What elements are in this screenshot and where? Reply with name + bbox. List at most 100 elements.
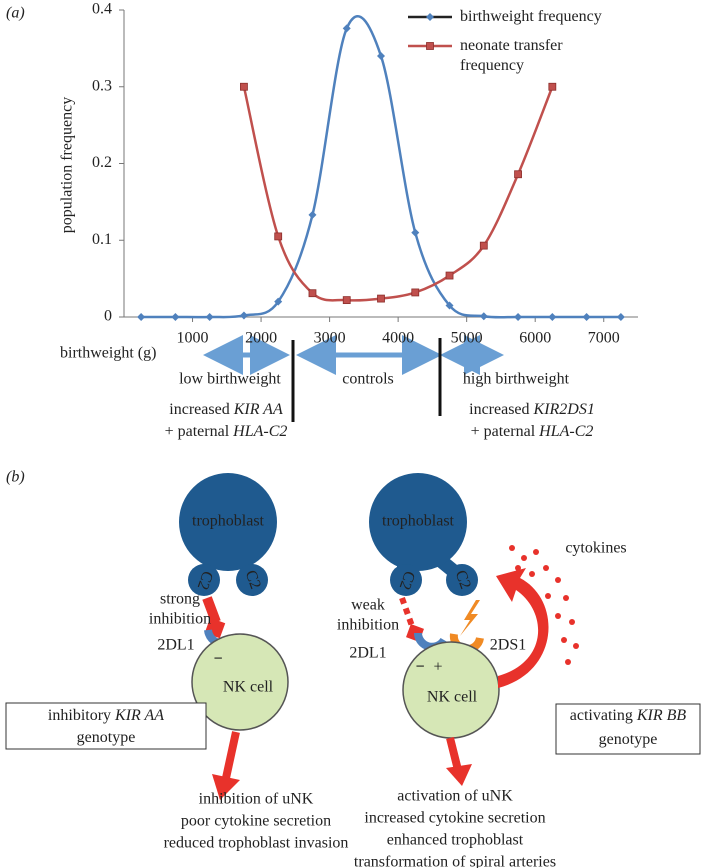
signal-label: inhibition	[149, 611, 211, 628]
outcome-label: inhibition of uNK	[199, 791, 314, 808]
y-tick-label: 0.2	[92, 154, 112, 171]
diagram-label: C2	[452, 568, 474, 591]
point	[582, 313, 591, 321]
series-line	[242, 86, 554, 302]
point	[411, 288, 420, 297]
x-axis-label: birthweight (g)	[60, 345, 156, 362]
diagram-label: 2DS1	[490, 637, 526, 654]
diagram-label: NK cell	[223, 679, 274, 696]
diagram-label: trophoblast	[192, 513, 265, 530]
diagram-label: +	[433, 659, 442, 676]
y-tick-label: 0.4	[92, 1, 112, 18]
diagram-label: NK cell	[427, 689, 478, 706]
point	[616, 313, 625, 321]
point	[479, 312, 488, 321]
outcome-label: activation of uNK	[397, 788, 513, 805]
left-diagram	[5, 473, 289, 800]
x-tick-label: 3000	[314, 330, 346, 347]
annotation: controls	[342, 371, 394, 388]
annotation-note-part: KIR2DS1	[533, 401, 595, 418]
x-tick-label: 6000	[519, 330, 551, 347]
signal-label: inhibition	[337, 617, 399, 634]
genotype-label: activating KIR BB	[570, 707, 687, 724]
y-tick-label: 0.1	[92, 231, 112, 248]
annotation-note-part: KIR AA	[233, 401, 283, 418]
annotation: high birthweight	[463, 371, 570, 388]
diagram-label: 2DL1	[349, 645, 386, 662]
annotation-note-part: HLA-C2	[232, 423, 287, 440]
point	[411, 228, 420, 237]
diagram-label: C2	[242, 568, 264, 591]
point	[514, 313, 523, 321]
genotype-label-part: inhibitory	[48, 707, 115, 724]
genotype-label-part: KIR BB	[636, 707, 687, 724]
outcome-label: transformation of spiral arteries	[354, 854, 556, 868]
outcome-label: reduced trophoblast invasion	[164, 835, 349, 852]
panel-label: (b)	[6, 469, 25, 486]
genotype-label: genotype	[77, 729, 136, 746]
diagram-label: 2DL1	[157, 637, 194, 654]
point	[548, 82, 557, 91]
genotype-label-part: activating	[570, 707, 637, 724]
genotype-label: genotype	[599, 731, 658, 748]
outcome-label: increased cytokine secretion	[364, 810, 545, 827]
diagram-label: −	[415, 659, 424, 676]
point	[308, 210, 317, 219]
point	[239, 311, 248, 320]
point	[240, 82, 248, 91]
diagram-label: C2	[194, 569, 216, 592]
genotype-label: inhibitory KIR AA	[48, 707, 164, 724]
point	[137, 313, 146, 321]
annotation-note-part: + paternal	[471, 423, 540, 440]
point	[308, 289, 317, 298]
annotation-note: increased KIR2DS1	[469, 401, 595, 418]
y-tick-label: 0.3	[92, 77, 112, 94]
annotation-note: + paternal HLA-C2	[165, 423, 288, 440]
point	[548, 313, 557, 321]
outcome-label: enhanced trophoblast	[387, 832, 524, 849]
point	[342, 24, 351, 33]
legend-marker	[426, 42, 434, 50]
x-tick-label: 4000	[382, 330, 414, 347]
diagram-label: −	[213, 651, 222, 668]
diagram-label: cytokines	[565, 540, 626, 557]
x-tick-label: 5000	[451, 330, 483, 347]
point	[342, 296, 351, 305]
outcome-label: poor cytokine secretion	[181, 813, 331, 830]
point	[479, 241, 488, 250]
genotype-label-part: genotype	[599, 731, 658, 748]
annotation-note-part: increased	[469, 401, 533, 418]
point	[205, 313, 214, 321]
signal-label: strong	[160, 591, 200, 608]
point	[274, 232, 283, 241]
genotype-label-part: genotype	[77, 729, 136, 746]
legend-label: birthweight frequency	[460, 8, 602, 25]
point	[274, 297, 283, 306]
point	[445, 301, 454, 310]
right-diagram	[369, 473, 701, 786]
legend-label: neonate transfer frequency	[460, 37, 563, 74]
annotation: low birthweight	[179, 371, 281, 388]
annotation-note-part: increased	[169, 401, 233, 418]
x-tick-label: 7000	[588, 330, 620, 347]
annotation-note: + paternal HLA-C2	[471, 423, 594, 440]
genotype-label-part: KIR AA	[114, 707, 164, 724]
point	[377, 294, 385, 303]
diagram-label: C2	[396, 569, 418, 592]
y-tick-label: 0	[104, 308, 112, 325]
x-tick-label: 1000	[177, 330, 209, 347]
point	[514, 170, 522, 179]
annotation-note-part: + paternal	[165, 423, 234, 440]
y-axis-label: population frequency	[59, 97, 76, 233]
legend-marker	[426, 13, 434, 21]
point	[171, 313, 180, 321]
annotation-note-part: HLA-C2	[538, 423, 593, 440]
point	[377, 52, 385, 61]
annotation-note: increased KIR AA	[169, 401, 283, 418]
point	[445, 271, 454, 280]
diagram-label: trophoblast	[382, 513, 455, 530]
x-tick-label: 2000	[245, 330, 277, 347]
signal-label: weak	[351, 597, 385, 614]
